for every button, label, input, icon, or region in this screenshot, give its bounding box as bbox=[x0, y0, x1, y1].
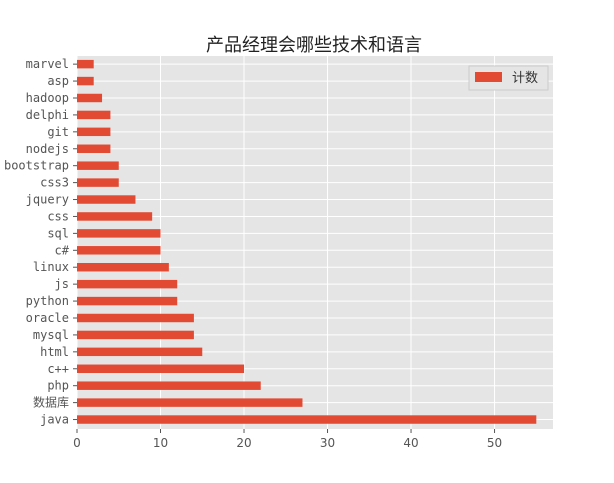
bar-python bbox=[77, 296, 178, 306]
bar-asp bbox=[77, 76, 94, 86]
y-tick-label: css bbox=[47, 209, 69, 223]
y-tick-label: sql bbox=[47, 226, 69, 240]
x-tick-label: 10 bbox=[153, 436, 168, 450]
legend-swatch bbox=[475, 72, 502, 82]
x-tick-label: 0 bbox=[73, 436, 81, 450]
bar-css bbox=[77, 212, 153, 221]
bar-jquery bbox=[77, 195, 136, 204]
y-tick-label: delphi bbox=[26, 108, 69, 122]
bar-html bbox=[77, 347, 203, 357]
x-tick-label: 20 bbox=[236, 436, 251, 450]
bar-marvel bbox=[77, 59, 94, 69]
x-axis-tick-labels: 0 10 20 30 40 50 bbox=[73, 429, 502, 450]
bar-delphi bbox=[77, 110, 111, 120]
chart-title: 产品经理会哪些技术和语言 bbox=[206, 35, 422, 56]
bar-sql bbox=[77, 229, 161, 238]
y-tick-label: python bbox=[26, 294, 69, 308]
bar-css3 bbox=[77, 178, 119, 187]
x-tick-label: 50 bbox=[487, 436, 502, 450]
y-tick-label: html bbox=[40, 345, 69, 359]
legend: 计数 bbox=[468, 65, 549, 91]
y-tick-label: c# bbox=[55, 243, 70, 257]
y-tick-label: mysql bbox=[33, 328, 69, 342]
bar-git bbox=[77, 127, 111, 137]
x-tick-label: 40 bbox=[403, 436, 418, 450]
bar-hadoop bbox=[77, 93, 103, 103]
y-tick-label: php bbox=[47, 379, 69, 393]
y-tick-label: hadoop bbox=[26, 91, 69, 105]
y-tick-label: nodejs bbox=[26, 142, 69, 156]
bars bbox=[77, 59, 537, 424]
bar-js bbox=[77, 279, 178, 289]
bar-linux bbox=[77, 262, 169, 272]
bar-c++ bbox=[77, 364, 245, 373]
bar-c# bbox=[77, 246, 161, 255]
bar-mysql bbox=[77, 330, 194, 340]
bar-数据库 bbox=[77, 398, 303, 407]
y-tick-label: jquery bbox=[26, 193, 69, 207]
y-axis-tick-labels: java 数据库 php c++ html mysql oracle python js linu… bbox=[4, 57, 77, 427]
x-tick-label: 30 bbox=[320, 436, 335, 450]
y-tick-label: git bbox=[47, 125, 69, 139]
y-tick-label: bootstrap bbox=[4, 159, 69, 173]
bar-nodejs bbox=[77, 144, 111, 153]
bar-bootstrap bbox=[77, 161, 119, 170]
y-tick-label: js bbox=[55, 277, 69, 291]
y-tick-label: css3 bbox=[40, 176, 69, 190]
legend-label: 计数 bbox=[512, 71, 538, 86]
bar-oracle bbox=[77, 313, 194, 323]
y-tick-label: 数据库 bbox=[33, 395, 69, 410]
y-tick-label: oracle bbox=[26, 311, 69, 325]
y-tick-label: java bbox=[40, 413, 69, 427]
bar-php bbox=[77, 381, 261, 390]
y-tick-label: linux bbox=[33, 260, 69, 274]
y-tick-label: c++ bbox=[47, 362, 69, 376]
y-tick-label: asp bbox=[47, 74, 69, 88]
y-tick-label: marvel bbox=[26, 57, 69, 71]
plot-area bbox=[77, 56, 553, 429]
bar-java bbox=[77, 415, 537, 424]
